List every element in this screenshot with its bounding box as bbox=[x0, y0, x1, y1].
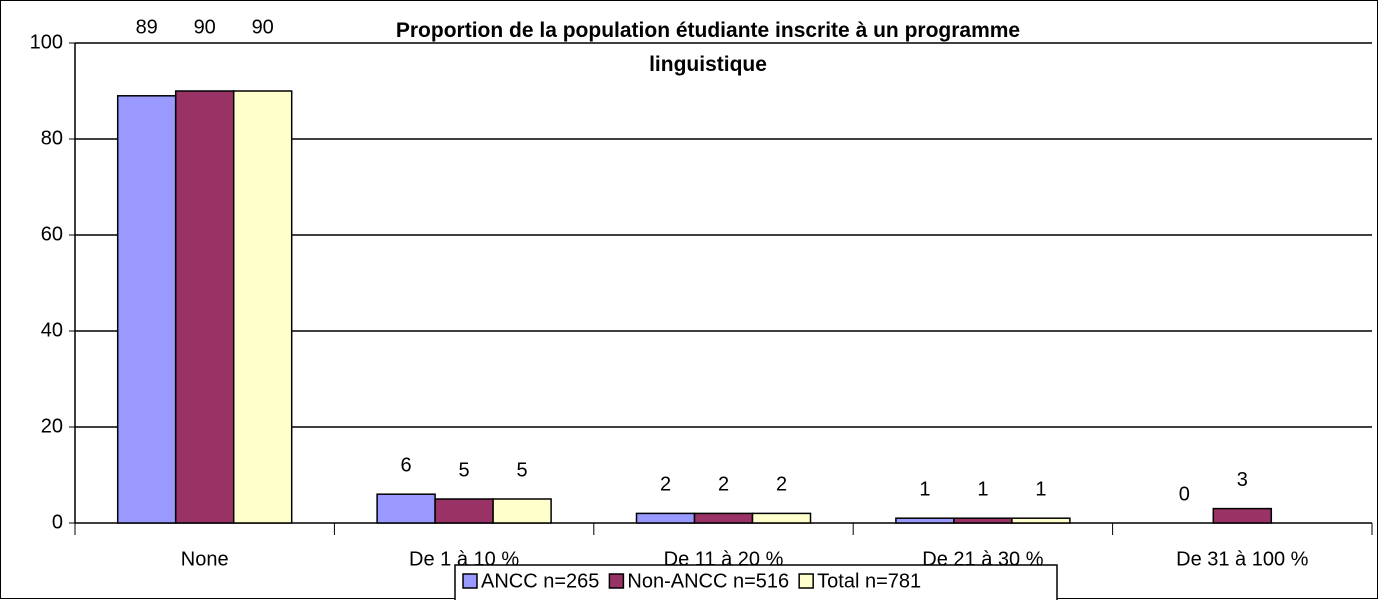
x-tick-label: None bbox=[181, 548, 229, 570]
legend-box bbox=[454, 564, 1058, 600]
legend: ANCC n=265 Non-ANCC n=516 Total n=781 bbox=[454, 564, 1058, 600]
bar bbox=[174, 90, 235, 524]
data-label: 90 bbox=[194, 16, 216, 38]
data-label: 5 bbox=[459, 459, 470, 481]
y-tick-label: 100 bbox=[30, 31, 63, 53]
data-label: 6 bbox=[401, 454, 412, 476]
bar bbox=[751, 512, 812, 524]
bar bbox=[232, 90, 293, 524]
bar bbox=[434, 498, 494, 524]
data-label: 1 bbox=[977, 478, 988, 500]
legend-label: Total n=781 bbox=[817, 570, 921, 592]
legend-swatch bbox=[608, 573, 625, 589]
data-label: 3 bbox=[1237, 469, 1248, 491]
data-label: 90 bbox=[252, 16, 274, 38]
y-tick-label: 0 bbox=[52, 511, 63, 533]
data-label: 0 bbox=[1179, 483, 1190, 505]
y-tick-label: 80 bbox=[41, 127, 63, 149]
y-tick-label: 20 bbox=[41, 415, 63, 437]
bar bbox=[492, 498, 552, 524]
legend-swatch bbox=[462, 573, 478, 589]
data-label: 2 bbox=[776, 474, 787, 496]
bar bbox=[895, 517, 955, 524]
data-label: 1 bbox=[1035, 478, 1046, 500]
data-label: 2 bbox=[718, 474, 729, 496]
data-label: 2 bbox=[660, 474, 671, 496]
data-label: 1 bbox=[919, 478, 930, 500]
bar bbox=[693, 512, 754, 524]
y-tick-label: 60 bbox=[41, 223, 63, 245]
data-label: 5 bbox=[517, 459, 528, 481]
bar bbox=[116, 95, 177, 524]
bar bbox=[376, 493, 436, 524]
bar bbox=[635, 512, 696, 524]
chart-title: Proportion de la population étudiante in… bbox=[395, 19, 1021, 76]
bar bbox=[953, 517, 1013, 524]
legend-label: ANCC n=265 bbox=[481, 570, 599, 592]
y-tick-label: 40 bbox=[41, 319, 63, 341]
bar bbox=[1212, 507, 1273, 524]
data-label: 89 bbox=[136, 16, 158, 38]
legend-swatch bbox=[798, 573, 814, 589]
x-tick-label: De 31 à 100 % bbox=[1176, 548, 1309, 570]
bar bbox=[1011, 517, 1071, 524]
legend-label: Non-ANCC n=516 bbox=[627, 570, 789, 592]
